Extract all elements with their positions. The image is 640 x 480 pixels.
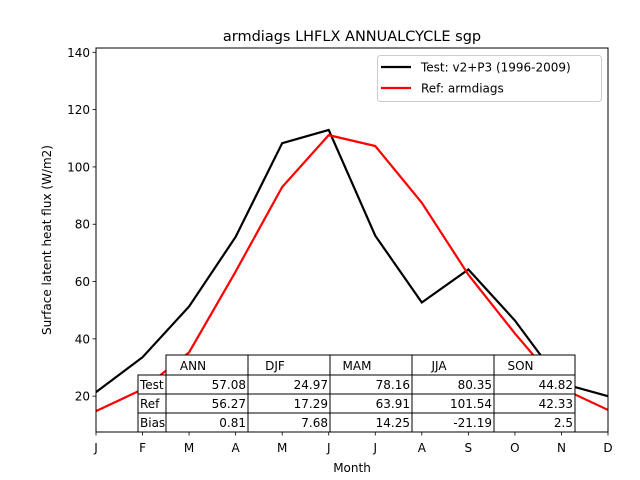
legend-box <box>377 55 602 102</box>
table-value: 56.27 <box>212 397 246 411</box>
x-tick-label: J <box>326 441 331 455</box>
y-axis-label: Surface latent heat flux (W/m2) <box>40 145 54 335</box>
table-header-cell <box>165 354 249 376</box>
x-tick-label: D <box>603 441 612 455</box>
y-tick-label: 20 <box>75 390 90 404</box>
table-row-label: Test <box>139 378 164 392</box>
y-tick-label: 140 <box>67 46 90 60</box>
x-tick-label: A <box>418 441 427 455</box>
stats-table: ANN DJF MAM JJA SON Test 57.08 24.97 78.16 80.35 4… <box>137 354 576 433</box>
x-tick-label: M <box>184 441 194 455</box>
legend: Test: v2+P3 (1996-2009) Ref: armdiags <box>377 55 602 102</box>
table-header-cell <box>493 354 576 376</box>
table-value: 63.91 <box>376 397 410 411</box>
x-tick-label: O <box>510 441 519 455</box>
chart-title: armdiags LHFLX ANNUALCYCLE sgp <box>223 29 481 45</box>
y-tick-label: 120 <box>67 103 90 117</box>
table-value: 24.97 <box>294 378 328 392</box>
table-header-cell <box>247 354 331 376</box>
y-tick-label: 80 <box>75 218 90 232</box>
table-value: 78.16 <box>376 378 410 392</box>
table-column-header: DJF <box>265 359 285 373</box>
y-tick-label: 40 <box>75 332 90 346</box>
table-row-label: Bias <box>140 416 165 430</box>
y-tick-label: 60 <box>75 275 90 289</box>
table-column-header: ANN <box>180 359 206 373</box>
x-tick-label: A <box>232 441 241 455</box>
x-tick-label: S <box>465 441 473 455</box>
y-tick-label: 100 <box>67 160 90 174</box>
series-line-test <box>95 128 609 398</box>
x-tick-label: M <box>277 441 287 455</box>
x-tick-label: J <box>372 441 377 455</box>
table-value: -21.19 <box>453 416 492 430</box>
table-header-cell <box>411 354 495 376</box>
table-value: 42.33 <box>539 397 573 411</box>
table-value: 17.29 <box>294 397 328 411</box>
x-tick-label: N <box>557 441 566 455</box>
table-value: 0.81 <box>219 416 246 430</box>
table-value: 57.08 <box>212 378 246 392</box>
table-value: 2.5 <box>554 416 573 430</box>
table-column-header: SON <box>507 359 533 373</box>
table-value: 14.25 <box>376 416 410 430</box>
x-axis-label: Month <box>333 461 371 475</box>
table-row-label: Ref <box>140 397 160 411</box>
table-value: 7.68 <box>301 416 328 430</box>
table-column-header: MAM <box>343 359 372 373</box>
legend-label: Test: v2+P3 (1996-2009) <box>420 61 571 75</box>
table-value: 44.82 <box>539 378 573 392</box>
x-tick-label: J <box>93 441 98 455</box>
table-column-header: JJA <box>430 359 447 373</box>
x-tick-label: F <box>139 441 146 455</box>
axes-frame <box>95 47 609 433</box>
table-value: 80.35 <box>458 378 492 392</box>
legend-label: Ref: armdiags <box>421 82 504 96</box>
table-value: 101.54 <box>450 397 492 411</box>
